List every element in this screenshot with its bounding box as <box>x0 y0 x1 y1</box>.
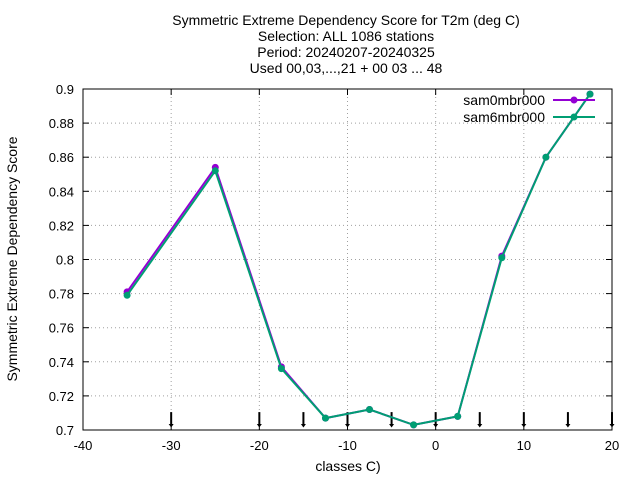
legend-marker <box>570 113 578 121</box>
data-point <box>277 365 285 373</box>
data-point <box>366 406 373 413</box>
y-tick-label: 0.72 <box>49 389 74 404</box>
data-point <box>498 254 506 262</box>
class-boundary-marker <box>521 412 527 428</box>
tick-labels: -40 -30 -20 -10 0 10 20 0.7 0.72 0.74 0.76 0.78 0.8 0… <box>49 82 620 453</box>
grid <box>83 89 612 430</box>
marker-arrowhead <box>256 424 262 428</box>
legend-label: sam6mbr000 <box>463 109 545 125</box>
x-tick-label: -20 <box>250 438 269 453</box>
data-point <box>211 167 219 175</box>
class-boundary-marker <box>389 412 395 428</box>
data-point <box>586 90 594 98</box>
x-tick-label: 10 <box>517 438 531 453</box>
class-markers <box>168 412 615 428</box>
data-point <box>123 291 131 299</box>
legend-entry: sam0mbr000 <box>463 92 595 108</box>
title-line: Selection: ALL 1086 stations <box>258 28 434 44</box>
series-line <box>126 170 217 296</box>
title-line: Period: 20240207-20240325 <box>257 44 435 60</box>
x-tick-label: 0 <box>432 438 439 453</box>
marker-arrowhead <box>300 424 306 428</box>
series-sam6mbr000 <box>123 90 594 429</box>
y-tick-label: 0.9 <box>56 82 74 97</box>
y-tick-label: 0.8 <box>56 253 74 268</box>
class-boundary-marker <box>256 412 262 428</box>
marker-arrowhead <box>433 424 439 428</box>
x-tick-label: 20 <box>605 438 619 453</box>
class-boundary-marker <box>477 412 483 428</box>
class-boundary-marker <box>168 412 174 428</box>
x-tick-label: -40 <box>74 438 93 453</box>
class-boundary-marker <box>433 412 439 428</box>
chart-title: Symmetric Extreme Dependency Score for T… <box>172 12 520 76</box>
y-axis-label: Symmetric Extreme Dependency Score <box>4 136 20 381</box>
y-tick-label: 0.82 <box>49 218 74 233</box>
data-point <box>542 153 550 161</box>
x-tick-label: -30 <box>162 438 181 453</box>
y-tick-label: 0.86 <box>49 150 74 165</box>
data-point <box>410 421 418 429</box>
legend-marker <box>570 96 578 104</box>
class-boundary-marker <box>565 412 571 428</box>
marker-arrowhead <box>168 424 174 428</box>
data-point <box>454 412 462 420</box>
y-tick-label: 0.7 <box>56 423 74 438</box>
y-tick-label: 0.78 <box>49 287 74 302</box>
legend-entry: sam6mbr000 <box>463 109 595 125</box>
data-point <box>322 414 329 422</box>
marker-arrowhead <box>345 424 350 428</box>
y-tick-label: 0.76 <box>49 321 74 336</box>
series <box>123 90 594 429</box>
axes <box>82 88 613 431</box>
y-tick-label: 0.84 <box>49 184 74 199</box>
legend-label: sam0mbr000 <box>463 92 545 108</box>
series-line <box>126 166 217 293</box>
title-line: Symmetric Extreme Dependency Score for T… <box>172 12 520 28</box>
marker-arrowhead <box>521 424 527 428</box>
marker-arrowhead <box>389 424 395 428</box>
title-line: Used 00,03,...,21 + 00 03 ... 48 <box>250 60 443 76</box>
marker-arrowhead <box>609 424 615 428</box>
marker-arrowhead <box>565 424 571 428</box>
x-axis-label: classes C) <box>315 458 380 474</box>
y-tick-label: 0.88 <box>49 116 74 131</box>
class-boundary-marker <box>609 412 615 428</box>
marker-arrowhead <box>477 424 483 428</box>
x-tick-label: -10 <box>338 438 357 453</box>
y-tick-label: 0.74 <box>49 355 74 370</box>
class-boundary-marker <box>300 412 306 428</box>
